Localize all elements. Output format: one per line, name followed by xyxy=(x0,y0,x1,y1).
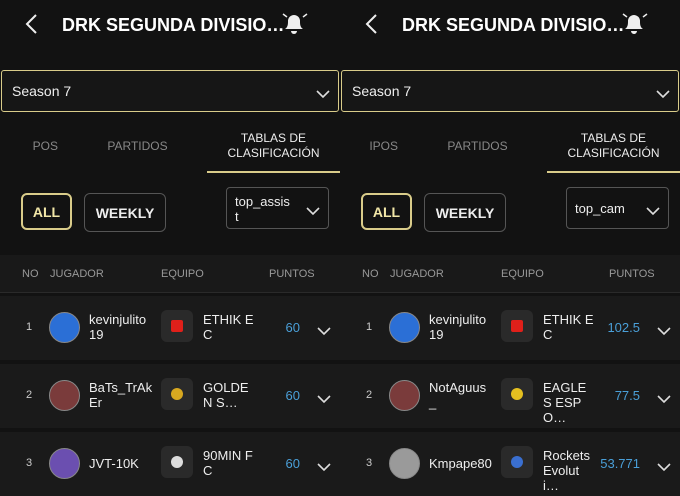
team-name: ETHIK EC xyxy=(543,312,594,342)
rank: 1 xyxy=(366,321,373,333)
tab-underline xyxy=(547,171,680,173)
player-name: kevinjulito19 xyxy=(429,312,487,342)
tab-underline xyxy=(207,171,340,173)
tab[interactable]: PARTIDOS xyxy=(420,120,535,172)
tab[interactable]: PARTIDOS xyxy=(80,120,195,172)
table-row[interactable]: 2 NotAguus_ EAGLES ESPO… 77.5 xyxy=(340,364,680,428)
stat-text: top_cam xyxy=(575,201,625,216)
player-name: kevinjulito19 xyxy=(89,312,147,342)
season-text: Season 7 xyxy=(12,83,72,99)
column-header: JUGADOR xyxy=(390,268,444,280)
points: 53.771 xyxy=(600,456,640,471)
table-row[interactable]: 1 kevinjulito19 ETHIK EC 60 xyxy=(0,296,340,360)
table-header xyxy=(0,255,340,293)
team-name: Rockets Evoluti… xyxy=(543,448,590,493)
team-logo xyxy=(501,378,533,410)
season-select[interactable]: Season 7 xyxy=(341,70,679,112)
team-name: EAGLES ESPO… xyxy=(543,380,587,425)
player-name: Kmpape80 xyxy=(429,456,492,471)
player-avatar xyxy=(389,448,420,479)
tab-label: POS xyxy=(32,138,58,153)
title: DRK SEGUNDA DIVISIO… xyxy=(402,15,625,35)
chevron xyxy=(306,203,320,221)
player-name: NotAguus_ xyxy=(429,380,487,410)
team-logo xyxy=(501,310,533,342)
points: 60 xyxy=(285,456,300,471)
tab-label: TABLAS DE CLASIFICACIÓN xyxy=(567,131,660,160)
table-row[interactable]: 1 kevinjulito19 ETHIK EC 102.5 xyxy=(340,296,680,360)
bell-icon[interactable] xyxy=(279,11,311,37)
tab[interactable]: IPOS xyxy=(310,120,400,172)
tab[interactable]: TABLAS DE CLASIFICACIÓN xyxy=(547,120,680,172)
player-avatar xyxy=(49,312,80,343)
team-logo xyxy=(161,378,193,410)
column-header: NO xyxy=(362,268,379,280)
column-header: NO xyxy=(22,268,39,280)
tab-label: PARTIDOS xyxy=(447,138,508,153)
bell-icon[interactable] xyxy=(619,11,651,37)
points: 60 xyxy=(285,320,300,335)
player-avatar xyxy=(389,380,420,411)
filter-all[interactable]: ALL xyxy=(21,193,72,230)
expand-chevron[interactable] xyxy=(317,459,331,477)
rank: 2 xyxy=(366,389,373,401)
expand-chevron[interactable] xyxy=(657,323,671,341)
stat-select[interactable]: top_assist xyxy=(226,187,329,229)
title: DRK SEGUNDA DIVISIO… xyxy=(62,15,285,35)
player-avatar xyxy=(389,312,420,343)
column-header: PUNTOS xyxy=(269,268,315,280)
points: 60 xyxy=(285,388,300,403)
filter-all[interactable]: ALL xyxy=(361,193,412,230)
team-name: 90MIN FC xyxy=(203,448,253,478)
chevron xyxy=(656,86,670,104)
rank: 3 xyxy=(26,457,33,469)
back-button[interactable] xyxy=(362,12,382,36)
team-name: ETHIK EC xyxy=(203,312,254,342)
tab-label: PARTIDOS xyxy=(107,138,168,153)
chevron xyxy=(316,86,330,104)
player-name: JVT-10K xyxy=(89,456,139,471)
stat-select[interactable]: top_cam xyxy=(566,187,669,229)
tab[interactable]: TABLAS DE CLASIFICACIÓN xyxy=(207,120,340,172)
expand-chevron[interactable] xyxy=(657,391,671,409)
tab-label: TABLAS DE CLASIFICACIÓN xyxy=(227,131,320,160)
player-avatar xyxy=(49,448,80,479)
player-name: BaTs_TrAkEr xyxy=(89,380,153,410)
player-avatar xyxy=(49,380,80,411)
team-logo xyxy=(501,446,533,478)
filter-weekly[interactable]: WEEKLY xyxy=(424,193,506,232)
tab-label: IPOS xyxy=(369,138,398,153)
table-row[interactable]: 2 BaTs_TrAkEr GOLDEN S… 60 xyxy=(0,364,340,428)
column-header: JUGADOR xyxy=(50,268,104,280)
rank: 1 xyxy=(26,321,33,333)
table-row[interactable]: 3 Kmpape80 Rockets Evoluti… 53.771 xyxy=(340,432,680,496)
rank: 3 xyxy=(366,457,373,469)
team-logo xyxy=(161,310,193,342)
team-logo xyxy=(161,446,193,478)
season-text: Season 7 xyxy=(352,83,412,99)
table-row[interactable]: 3 JVT-10K 90MIN FC 60 xyxy=(0,432,340,496)
column-header: EQUIPO xyxy=(161,268,204,280)
stat-text: top_assist xyxy=(235,194,290,224)
filter-weekly[interactable]: WEEKLY xyxy=(84,193,166,232)
table-header xyxy=(340,255,680,293)
tab[interactable]: POS xyxy=(0,120,60,172)
back-button[interactable] xyxy=(22,12,42,36)
column-header: PUNTOS xyxy=(609,268,655,280)
expand-chevron[interactable] xyxy=(317,391,331,409)
points: 77.5 xyxy=(614,388,640,403)
chevron xyxy=(646,203,660,221)
points: 102.5 xyxy=(607,320,640,335)
expand-chevron[interactable] xyxy=(317,323,331,341)
season-select[interactable]: Season 7 xyxy=(1,70,339,112)
team-name: GOLDEN S… xyxy=(203,380,249,410)
expand-chevron[interactable] xyxy=(657,459,671,477)
column-header: EQUIPO xyxy=(501,268,544,280)
rank: 2 xyxy=(26,389,33,401)
